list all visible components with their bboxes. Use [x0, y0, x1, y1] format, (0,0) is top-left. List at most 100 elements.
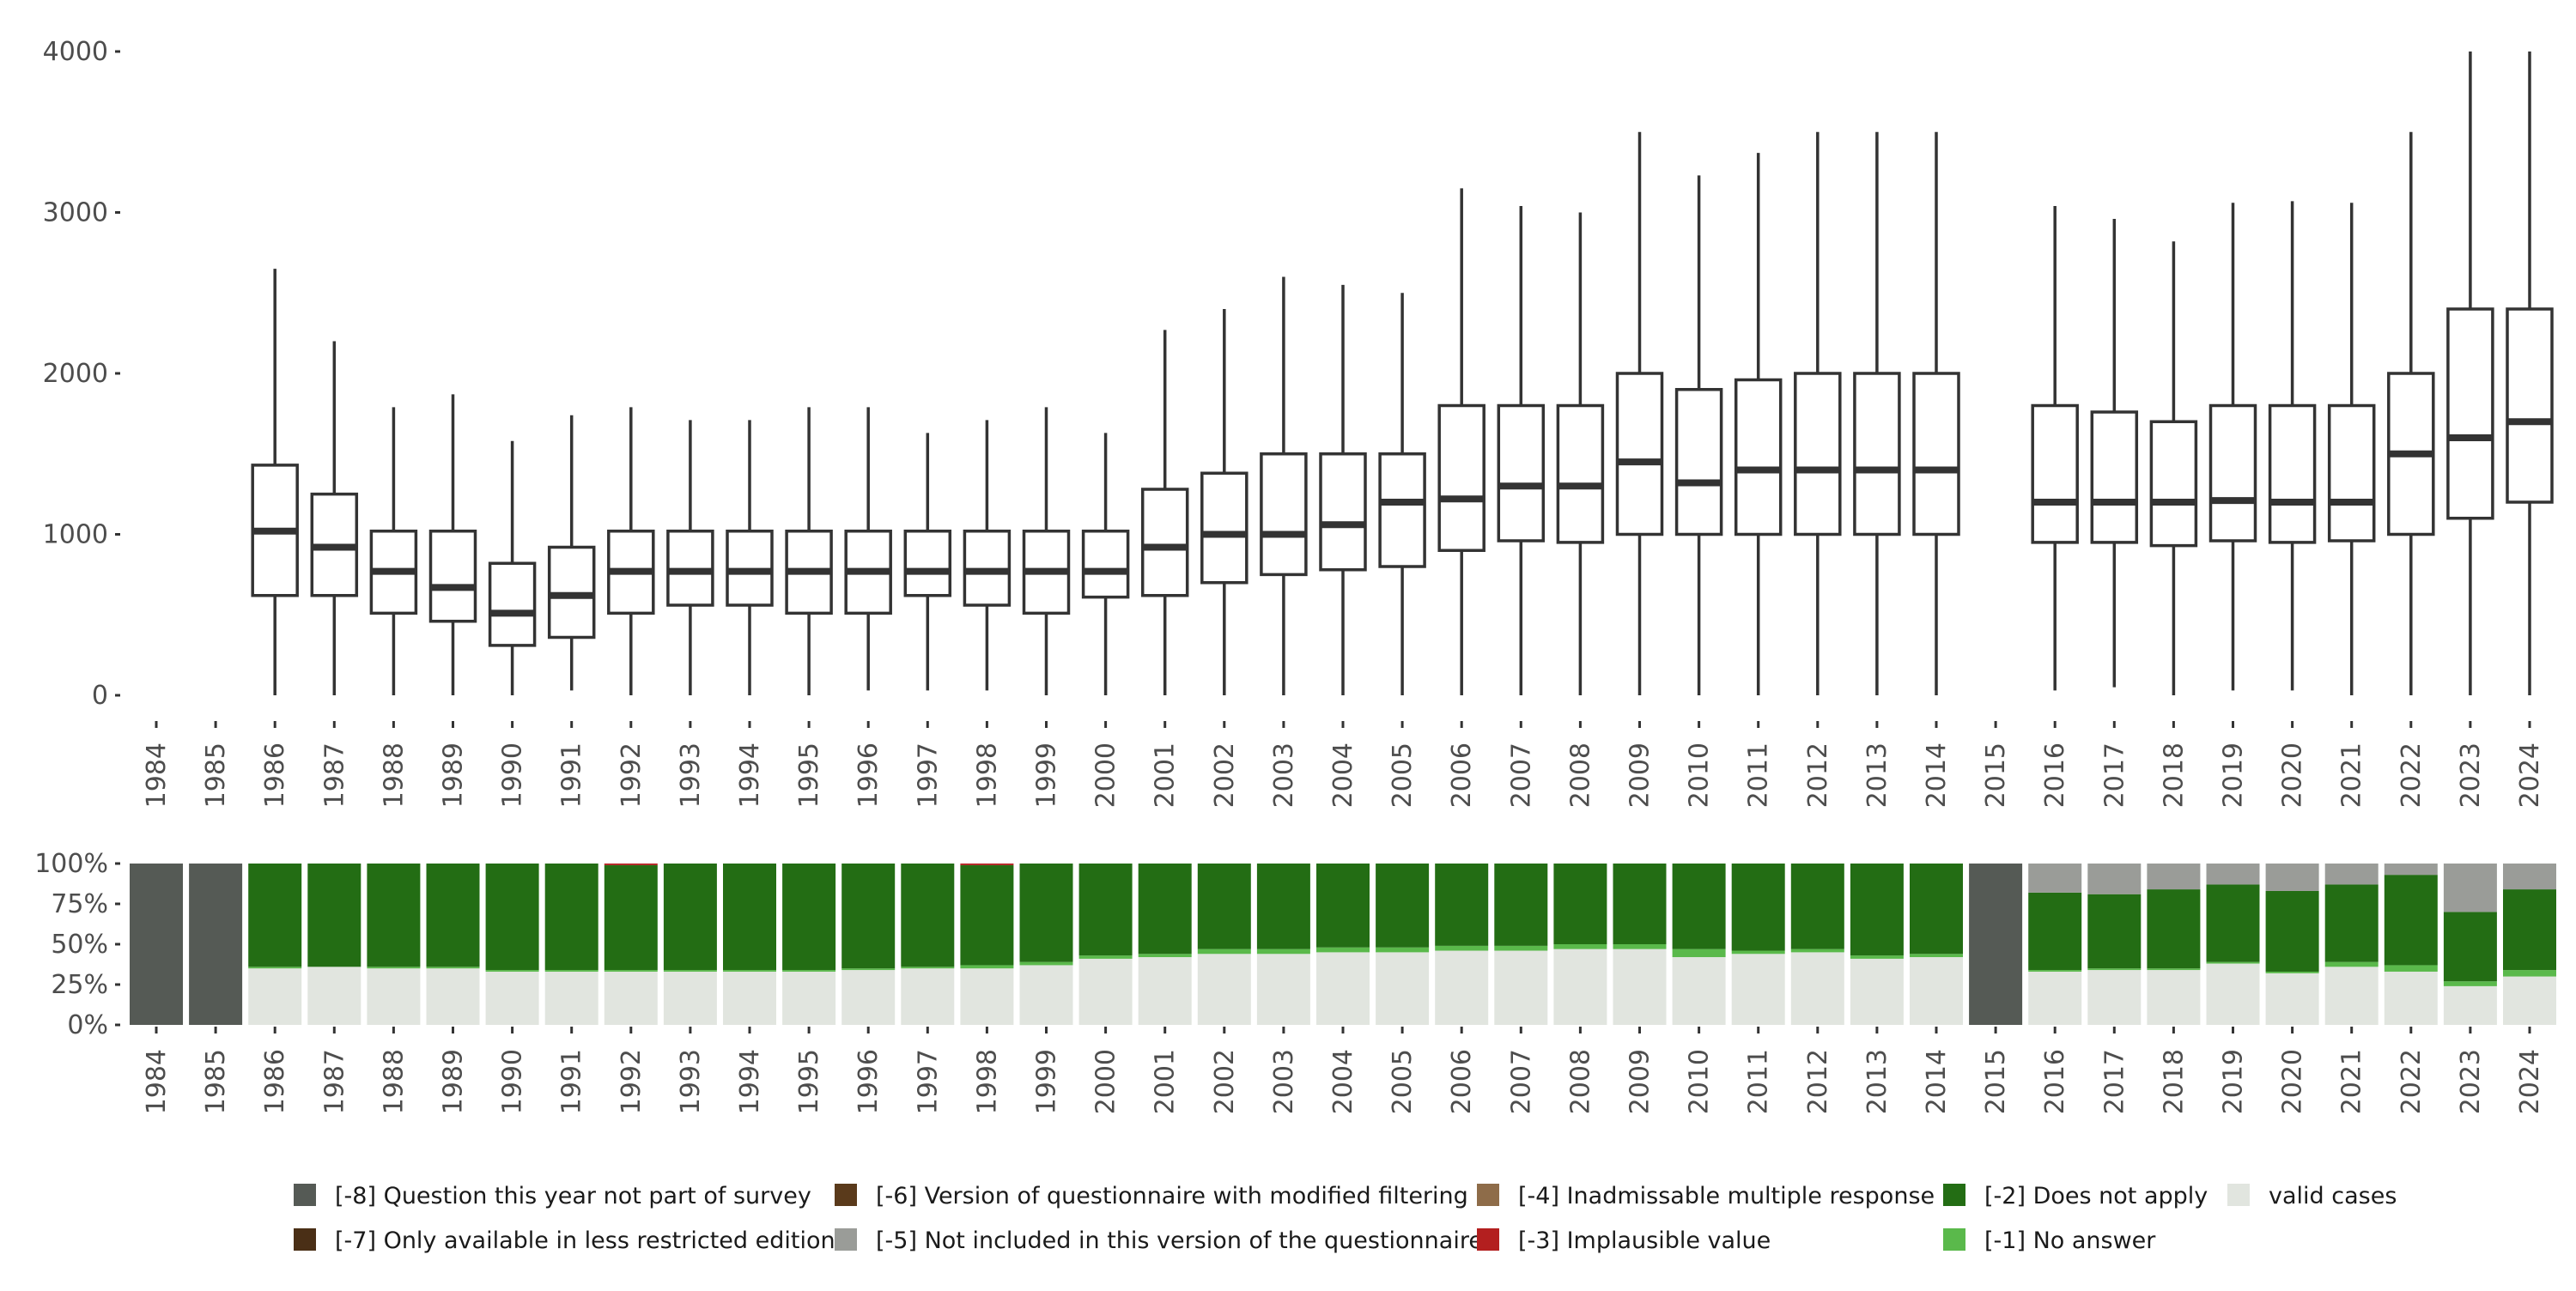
x-tick-label: 2024	[2515, 742, 2545, 808]
legend-swatch	[294, 1228, 316, 1251]
x-tick-label: 2022	[2397, 742, 2427, 808]
box-iqr	[1674, 388, 1723, 536]
x-tick-label: 1995	[794, 742, 824, 808]
x-tick-label: 2008	[1565, 742, 1595, 808]
x-tick-label: 1995	[794, 1049, 824, 1114]
bar-segment	[663, 971, 717, 1025]
x-tick-label: 1991	[557, 1049, 587, 1114]
bar-segment	[1138, 957, 1192, 1025]
legend-item-label: [-6] Version of questionnaire with modif…	[876, 1183, 1468, 1209]
x-tick-label: 2005	[1388, 1049, 1418, 1114]
bar-segment	[1138, 954, 1192, 958]
box-iqr	[2268, 403, 2317, 544]
bar-segment	[1316, 952, 1370, 1025]
bar-segment	[544, 864, 598, 971]
bar-segment	[663, 864, 717, 971]
x-tick-label: 1987	[319, 1049, 349, 1114]
bar-segment	[1435, 864, 1489, 946]
legend-item-label: [-4] Inadmissable multiple response	[1518, 1183, 1935, 1209]
bar-segment	[2324, 864, 2379, 885]
box-iqr	[2090, 410, 2139, 544]
bar-segment	[1672, 949, 1726, 958]
bar-segment	[2206, 961, 2260, 964]
legend-item-label: [-1] No answer	[1984, 1227, 2156, 1254]
x-tick-label: 1998	[972, 742, 1002, 808]
bar-segment	[130, 864, 183, 1025]
box-iqr	[1081, 530, 1130, 599]
legend-swatch	[1477, 1228, 1499, 1251]
x-tick-label: 2003	[1269, 742, 1299, 808]
bar-segment	[1494, 945, 1548, 951]
x-tick-label: 1986	[260, 742, 290, 808]
bar-segment	[1850, 864, 1904, 956]
legend-item-label: [-2] Does not apply	[1984, 1183, 2208, 1209]
bar-segment	[1376, 952, 1430, 1025]
bar-segment	[1910, 957, 1963, 1025]
stacked-bar-panel: 0% 25% 50% 75% 100% 1984 1985 1986 1987 1988 1989 1…	[34, 849, 2556, 1114]
bar-segment	[1078, 955, 1133, 959]
x-tick-label: 2020	[2278, 742, 2308, 808]
bar-segment	[1613, 864, 1667, 944]
legend-item-label: [-7] Only available in less restricted e…	[335, 1227, 835, 1254]
legend-swatch	[294, 1184, 316, 1206]
box-iqr	[1378, 452, 1426, 568]
y-tick-label: 4000	[43, 37, 108, 67]
bar-segment	[2384, 971, 2438, 1025]
bar-segment	[1553, 864, 1607, 944]
box-iqr	[903, 530, 952, 597]
y-tick-label: 50%	[51, 930, 108, 960]
bar-segment	[2028, 971, 2082, 1025]
bar-segment	[307, 864, 361, 967]
x-tick-label: 2018	[2159, 1049, 2189, 1114]
legend-swatch	[1943, 1228, 1965, 1251]
x-tick-label: 1988	[379, 742, 409, 808]
bar-segment	[485, 864, 539, 971]
x-tick-label: 1985	[201, 742, 231, 808]
x-tick-label: 1997	[913, 742, 943, 808]
x-tick-label: 2014	[1922, 742, 1952, 808]
bar-segment	[604, 864, 658, 865]
bar-segment	[2265, 971, 2319, 973]
bar-segment	[2443, 981, 2497, 986]
x-tick-label: 2017	[2099, 1049, 2129, 1114]
x-tick-label: 1988	[379, 1049, 409, 1114]
bar-segment	[248, 968, 302, 1025]
x-tick-label: 2016	[2040, 1049, 2070, 1114]
box-iqr	[2031, 403, 2079, 544]
x-tick-label: 2021	[2337, 742, 2367, 808]
x-tick-label: 1999	[1032, 1049, 1062, 1114]
bar-segment	[2503, 976, 2556, 1025]
bar-segment	[248, 967, 302, 969]
box-iqr	[2446, 307, 2494, 520]
bar-segment	[2147, 889, 2201, 969]
legend-swatch	[835, 1228, 857, 1251]
bar-segment	[485, 971, 539, 1025]
bar-segment	[1553, 949, 1607, 1025]
x-tick-label: 1987	[319, 742, 349, 808]
bar-segment	[782, 970, 836, 972]
bar-segment	[2503, 864, 2556, 890]
bar-segment	[544, 971, 598, 1025]
bar-segment	[2503, 889, 2556, 971]
bar-segment	[1197, 954, 1251, 1025]
x-tick-label: 2023	[2456, 1049, 2486, 1114]
bar-segment	[2087, 894, 2142, 969]
bar-segment	[2265, 890, 2319, 972]
bar-segment	[723, 970, 776, 972]
box-iqr	[1556, 403, 1605, 544]
bar-segment	[2384, 965, 2438, 972]
bar-segment	[2206, 864, 2260, 885]
x-tick-label: 2009	[1625, 742, 1656, 808]
bar-segment	[248, 864, 302, 967]
bar-segment	[1731, 954, 1785, 1025]
legend-item-label: valid cases	[2269, 1183, 2397, 1209]
x-tick-label: 2006	[1447, 1049, 1477, 1114]
bar-segment	[901, 967, 955, 969]
x-tick-label: 2011	[1744, 742, 1774, 808]
y-tick-label: 75%	[51, 889, 108, 919]
bar-segment	[1376, 864, 1430, 948]
bar-segment	[1790, 949, 1844, 953]
x-tick-label: 1991	[557, 742, 587, 808]
bar-segment	[1376, 947, 1430, 953]
bar-segment	[1256, 864, 1310, 949]
